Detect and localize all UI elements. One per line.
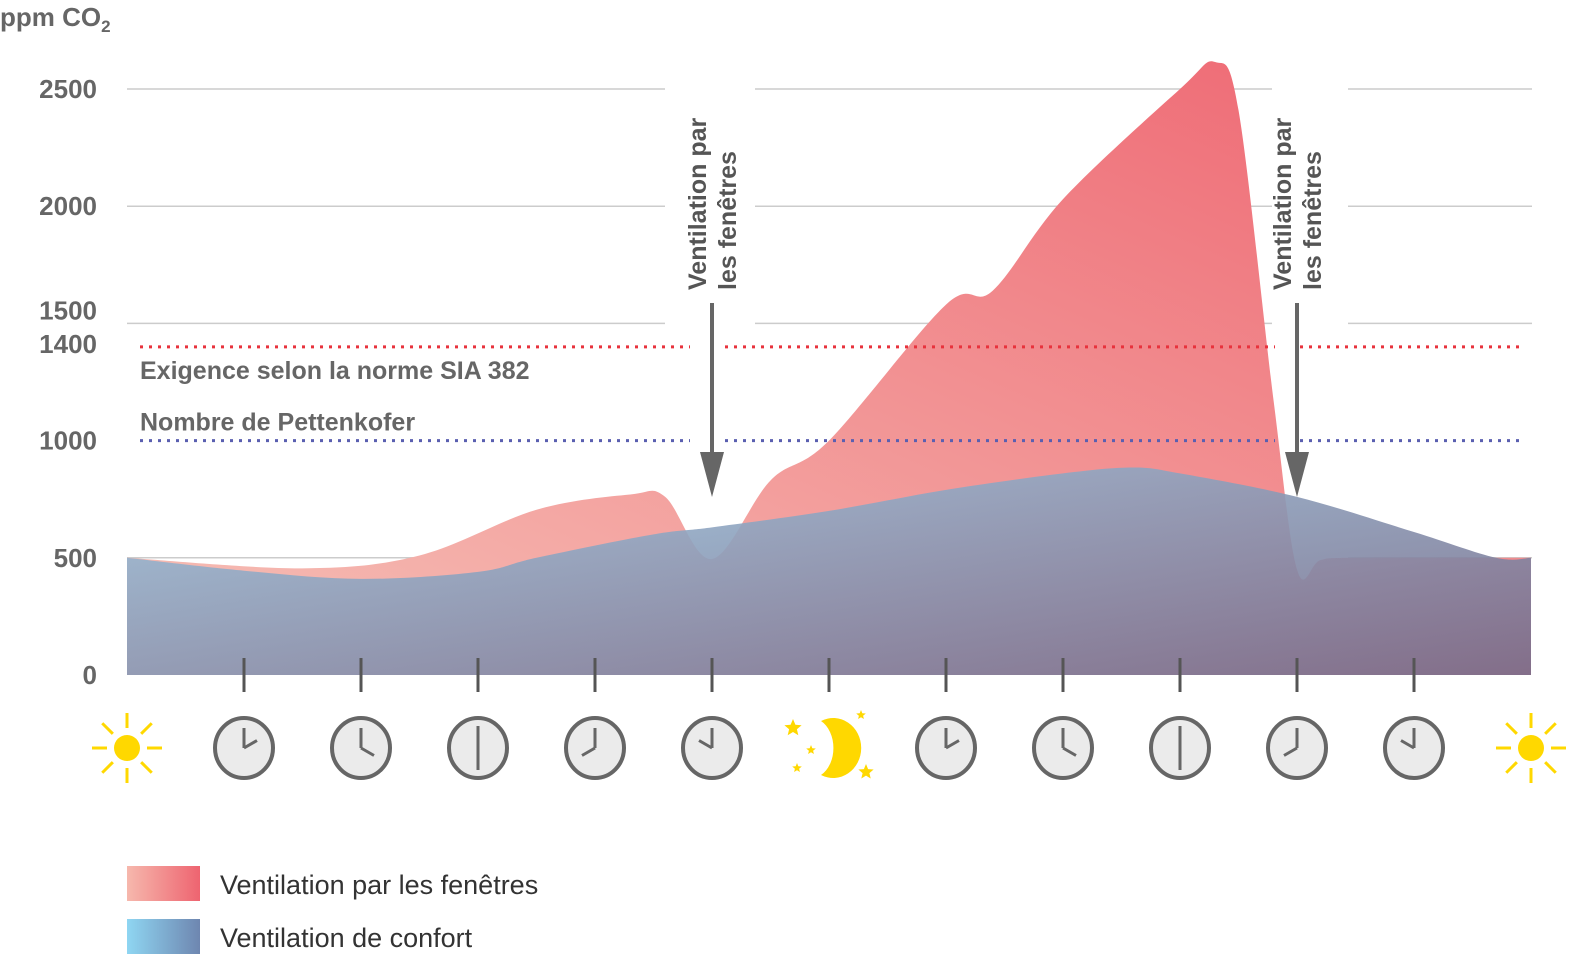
legend-label-windows: Ventilation par les fenêtres [220, 870, 538, 900]
area-comfort [127, 467, 1531, 675]
y-axis-label: ppm CO2 [0, 2, 111, 36]
moon-stars-icon [784, 710, 874, 779]
reference-label: Exigence selon la norme SIA 382 [140, 357, 530, 385]
annotation-line2: les fenêtres [1299, 151, 1327, 290]
clock-icon [1032, 716, 1094, 780]
clock-icon [681, 716, 743, 780]
annotation-line2: les fenêtres [714, 151, 742, 290]
clock-icon [213, 716, 275, 780]
annotation-line1: Ventilation par [1269, 117, 1297, 290]
legend-swatch-comfort [127, 919, 200, 954]
clock-icon [1266, 716, 1328, 780]
clock-icon [1383, 716, 1445, 780]
annotation-label: Ventilation par les fenêtres [684, 117, 742, 290]
reference-label: Nombre de Pettenkofer [140, 409, 415, 437]
clock-icon [564, 716, 626, 780]
y-tick-label: 2500 [39, 74, 97, 104]
legend: Ventilation par les fenêtres Ventilation… [127, 866, 538, 954]
arrow-head-icon [700, 452, 724, 497]
sun-icon [92, 713, 162, 783]
y-tick-label: 2000 [39, 191, 97, 221]
clock-icon [1149, 716, 1211, 780]
sun-icon [1496, 713, 1566, 783]
annotation-label: Ventilation par les fenêtres [1269, 117, 1327, 290]
y-tick-label: 1400 [39, 329, 97, 359]
y-tick-label: 1000 [39, 426, 97, 456]
clock-icon [915, 716, 977, 780]
arrow-head-icon [1285, 452, 1309, 497]
y-tick-label: 1500 [39, 295, 97, 325]
y-tick-label: 500 [54, 543, 97, 573]
clock-icon [330, 716, 392, 780]
clock-icon [447, 716, 509, 780]
annotation-line1: Ventilation par [684, 117, 712, 290]
y-tick-label: 0 [83, 660, 97, 690]
legend-label-comfort: Ventilation de confort [220, 923, 473, 953]
legend-swatch-windows [127, 866, 200, 901]
